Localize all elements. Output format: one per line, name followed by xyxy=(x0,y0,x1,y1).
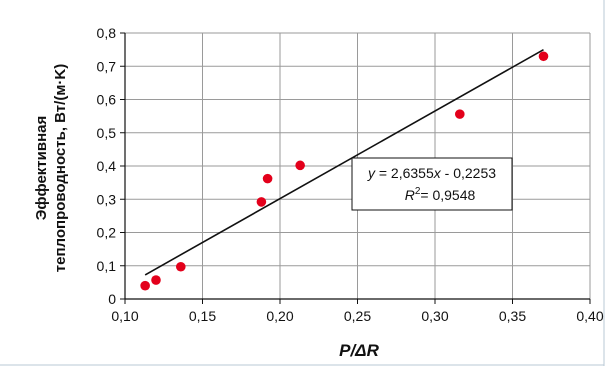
trendline xyxy=(144,48,544,276)
x-tick-label: 0,10 xyxy=(111,308,138,324)
data-point xyxy=(140,280,150,291)
y-axis-title: Эффективная теплопроводность, Вт/(м·K) xyxy=(33,64,69,272)
x-tick-label: 0,25 xyxy=(344,308,371,324)
r2-value: = 0,9548 xyxy=(420,187,475,203)
x-tick-label: 0,20 xyxy=(266,308,293,324)
y-tick-label: 0,5 xyxy=(97,125,117,141)
annotation-box xyxy=(351,157,513,211)
y-tick-label: 0 xyxy=(108,291,116,307)
equation-y-var: y xyxy=(367,165,376,181)
equation-x-var: x xyxy=(433,165,442,181)
y-tick-label: 0,1 xyxy=(97,258,117,274)
r2-symbol: R xyxy=(405,187,415,203)
data-point xyxy=(176,261,186,272)
y-axis-title-line2: теплопроводность, Вт/(м·K) xyxy=(52,64,69,272)
data-point xyxy=(151,275,161,285)
tick-labels: 0 0,1 0,2 0,3 0,4 0,5 0,6 0,7 0,8 0,10 0,15 0,20 0,2… xyxy=(97,25,604,324)
x-axis-title: P/ΔR xyxy=(339,341,379,360)
regression-annotation: y = 2,6355x - 0,2253 R2= 0,9548 xyxy=(351,157,513,211)
y-tick-label: 0,2 xyxy=(97,225,117,241)
data-points xyxy=(140,51,549,291)
data-point xyxy=(256,197,267,207)
data-point xyxy=(455,109,465,119)
regression-equation: y = 2,6355x - 0,2253 xyxy=(367,165,496,181)
y-tick-label: 0,6 xyxy=(97,92,117,108)
data-point xyxy=(262,173,273,184)
axes xyxy=(120,32,591,304)
trendline-layer xyxy=(144,48,544,276)
y-tick-label: 0,8 xyxy=(97,25,117,41)
x-tick-label: 0,40 xyxy=(576,308,603,324)
x-tick-label: 0,35 xyxy=(499,308,526,324)
r2-superscript: 2 xyxy=(415,186,421,197)
equation-slope: = 2,6355 xyxy=(375,165,434,181)
y-tick-label: 0,4 xyxy=(97,158,117,174)
x-tick-label: 0,30 xyxy=(421,308,448,324)
x-tick-label: 0,15 xyxy=(189,308,216,324)
y-tick-label: 0,3 xyxy=(97,191,117,207)
y-axis-title-line1: Эффективная xyxy=(33,116,50,221)
equation-intercept: - 0,2253 xyxy=(441,165,496,181)
data-point xyxy=(538,51,549,62)
y-tick-label: 0,7 xyxy=(97,58,117,74)
r-squared: R2= 0,9548 xyxy=(405,186,476,203)
data-point xyxy=(295,160,305,171)
